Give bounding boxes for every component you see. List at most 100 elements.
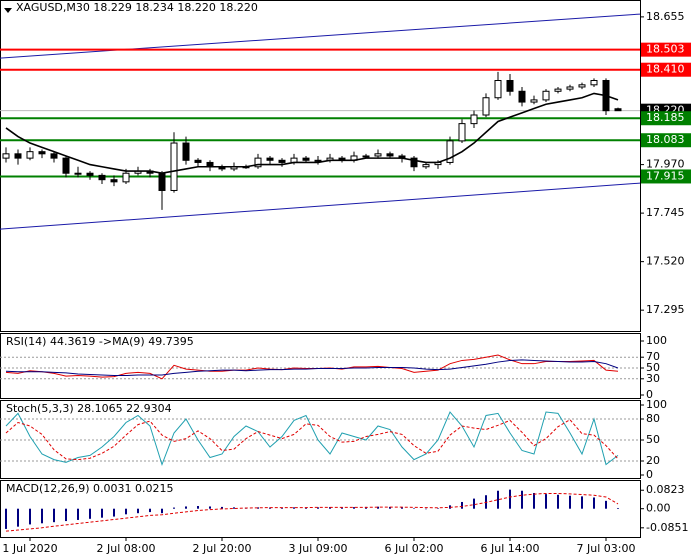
macd-bar xyxy=(101,508,103,518)
x-tick-label: 3 Jul 09:00 xyxy=(289,542,348,555)
main-panel xyxy=(0,0,641,332)
macd-bar xyxy=(497,490,499,509)
level-label: 18.410 xyxy=(646,63,685,76)
macd-bar xyxy=(389,506,391,509)
macd-bar xyxy=(461,501,463,509)
candle-body xyxy=(314,159,322,162)
candle-body xyxy=(518,90,526,103)
panel-title: MACD(12,26,9) 0.0031 0.0215 xyxy=(6,482,174,495)
channel-line xyxy=(0,182,641,230)
symbol-icon xyxy=(4,8,12,13)
candle-body xyxy=(470,114,478,125)
macd-bar xyxy=(257,507,259,509)
macd-bar xyxy=(137,508,139,514)
macd-bar xyxy=(605,500,607,509)
macd-bar xyxy=(281,507,283,509)
rsi-panel xyxy=(0,333,641,399)
candle-body xyxy=(458,123,466,142)
candle-body xyxy=(482,97,490,116)
y-tick-label: 20 xyxy=(646,454,660,467)
macd-bar xyxy=(377,506,379,509)
macd-bar xyxy=(353,507,355,509)
x-tick-label: 6 Jul 14:00 xyxy=(481,542,540,555)
candle-body xyxy=(86,172,94,176)
macd-bar xyxy=(41,508,43,524)
candle-body xyxy=(158,172,166,191)
candle-body xyxy=(554,88,562,92)
candle-body xyxy=(182,142,190,161)
macd-bar xyxy=(185,506,187,509)
level-label: 18.503 xyxy=(646,43,685,56)
macd-bar xyxy=(209,506,211,509)
macd-bar xyxy=(341,507,343,509)
candle-body xyxy=(266,157,274,161)
macd-bar xyxy=(617,508,619,509)
macd-bar xyxy=(425,508,427,510)
candle-body xyxy=(506,79,514,92)
candle-body xyxy=(74,172,82,175)
macd-bar xyxy=(569,495,571,509)
macd-bar xyxy=(77,508,79,520)
macd-bar xyxy=(329,507,331,509)
y-tick-label: 18.655 xyxy=(646,10,685,23)
candle-body xyxy=(362,155,370,158)
macd-bar xyxy=(161,508,163,514)
indicator-line xyxy=(5,492,619,532)
candle-body xyxy=(26,151,34,159)
x-tick-label: 2 Jul 08:00 xyxy=(97,542,156,555)
level-box xyxy=(641,42,691,57)
y-tick-label: 17.295 xyxy=(646,303,685,316)
candle-body xyxy=(14,153,22,159)
macd-bar xyxy=(173,507,175,509)
level-box xyxy=(641,133,691,148)
y-tick-label: 100 xyxy=(646,398,667,411)
macd-bar xyxy=(221,506,223,509)
candle-body xyxy=(386,153,394,157)
macd-bar xyxy=(89,508,91,519)
x-tick-label: 1 Jul 2020 xyxy=(2,542,57,555)
candle-body xyxy=(122,172,130,183)
candle-body xyxy=(110,179,118,183)
macd-bar xyxy=(437,508,439,509)
macd-bar xyxy=(473,498,475,509)
y-tick-label: 80 xyxy=(646,412,660,425)
y-tick-label: 0.0823 xyxy=(646,483,685,496)
candle-body xyxy=(578,84,586,88)
macd-bar xyxy=(5,508,7,529)
candle-body xyxy=(422,164,430,168)
candle-body xyxy=(38,151,46,155)
macd-bar xyxy=(413,508,415,509)
panel-title: XAGUSD,M30 18.229 18.234 18.220 18.220 xyxy=(16,1,258,14)
x-tick-label: 7 Jul 03:00 xyxy=(577,542,636,555)
y-tick-label: 100 xyxy=(646,334,667,347)
candle-body xyxy=(62,157,70,174)
candle-body xyxy=(410,157,418,168)
candle-body xyxy=(494,79,502,99)
panel-title: RSI(14) 44.3619 ->MA(9) 49.7395 xyxy=(6,335,194,348)
y-tick-label: 17.520 xyxy=(646,255,685,268)
macd-bar xyxy=(197,506,199,509)
macd-bar xyxy=(557,494,559,509)
macd-bar xyxy=(17,508,19,527)
candle-body xyxy=(590,79,598,86)
indicator-line xyxy=(5,411,619,467)
macd-bar xyxy=(317,507,319,509)
candle-body xyxy=(446,140,454,163)
indicator-line xyxy=(5,92,619,175)
macd-bar xyxy=(29,508,31,525)
candle-body xyxy=(98,174,106,181)
y-tick-label: 17.745 xyxy=(646,206,685,219)
candle-body xyxy=(614,108,622,112)
candle-body xyxy=(50,153,58,159)
level-box xyxy=(641,62,691,77)
y-tick-label: -0.0851 xyxy=(646,521,688,534)
candle-body xyxy=(542,90,550,101)
candle-body xyxy=(2,153,10,159)
level-box xyxy=(641,169,691,184)
candle-body xyxy=(194,159,202,163)
macd-bar xyxy=(65,508,67,522)
y-tick-label: 17.970 xyxy=(646,158,685,171)
macd-bar xyxy=(53,508,55,523)
